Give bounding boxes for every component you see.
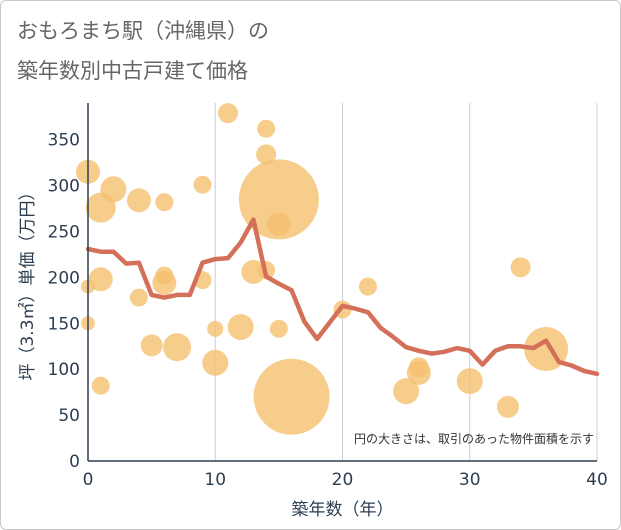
x-tick-label: 0: [83, 470, 94, 490]
bubble-size-note: 円の大きさは、取引のあった物件面積を示す: [354, 431, 594, 446]
y-tick-label: 150: [48, 314, 80, 334]
y-tick-label: 200: [48, 268, 80, 288]
x-tick-label: 20: [332, 470, 354, 490]
bubble-point: [163, 333, 192, 362]
x-tick-labels: 0 10 20 30 40: [83, 470, 608, 490]
axes: [87, 103, 597, 462]
bubble-point: [510, 257, 531, 278]
bubble-point: [100, 176, 127, 203]
y-tick-label: 250: [48, 223, 80, 243]
bubble-point: [456, 368, 483, 395]
x-tick-label: 30: [459, 470, 481, 490]
bubble-point: [88, 267, 113, 292]
bubble-point: [266, 212, 291, 237]
bubble-point: [496, 395, 519, 418]
bubble-point: [358, 277, 377, 296]
bubble-point: [227, 313, 254, 340]
bubble-point: [126, 188, 151, 213]
bubble-point: [393, 378, 420, 405]
bubble-point: [253, 358, 330, 435]
bubble-point: [217, 103, 238, 124]
y-tick-label: 350: [48, 131, 80, 151]
y-axis-title: 坪（3.3㎡）単価（万円）: [18, 183, 38, 380]
bubble-point: [91, 376, 110, 395]
chart-title-line-2: 築年数別中古戸建て価格: [17, 59, 248, 83]
bubble-point: [269, 319, 288, 338]
x-tick-label: 10: [204, 470, 226, 490]
x-tick-label: 40: [586, 470, 608, 490]
y-tick-label: 50: [58, 406, 80, 426]
y-tick-label: 300: [48, 177, 80, 197]
bubble-point: [406, 360, 431, 385]
bubble-point: [257, 119, 276, 138]
bubble-point: [193, 175, 212, 194]
y-tick-label: 0: [69, 452, 80, 472]
bubble-point: [140, 334, 163, 357]
price-trend-line: [85, 217, 600, 377]
grid-lines: [214, 103, 598, 461]
price-trend-series: [85, 217, 600, 377]
bubble-point: [155, 193, 174, 212]
y-tick-label: 100: [48, 360, 80, 380]
bubble-point: [129, 288, 148, 307]
chart-title-line-1: おもろまち駅（沖縄県）の: [17, 19, 269, 43]
bubble-point: [207, 320, 224, 337]
x-axis-title: 築年数（年）: [292, 500, 394, 520]
bubble-point: [152, 270, 177, 295]
bubble-point: [256, 144, 277, 165]
bubble-point: [202, 349, 229, 376]
y-tick-labels: 0 50 100 150 200 250 300 350: [48, 131, 80, 472]
bubble-point: [238, 159, 319, 240]
